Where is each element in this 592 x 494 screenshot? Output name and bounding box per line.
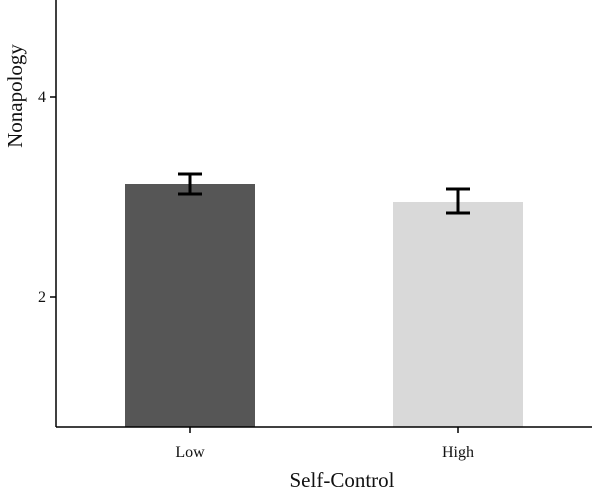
y-tick-label-2: 2 — [38, 289, 46, 306]
x-axis-title: Self-Control — [290, 468, 395, 492]
bar-low — [125, 184, 255, 427]
error-bars — [178, 172, 470, 215]
x-ticks: Low High — [175, 427, 474, 461]
y-ticks: 24 — [38, 89, 56, 306]
error-bar-high — [446, 187, 470, 215]
bar-high — [393, 202, 523, 427]
y-axis-title: Nonapology — [3, 44, 27, 148]
bars — [125, 184, 523, 427]
x-tick-label-low: Low — [175, 444, 205, 461]
plot-area: 24 Low High — [38, 0, 592, 461]
y-tick-label-4: 4 — [38, 89, 46, 106]
error-bar-low — [178, 172, 202, 196]
x-tick-label-high: High — [442, 444, 474, 461]
